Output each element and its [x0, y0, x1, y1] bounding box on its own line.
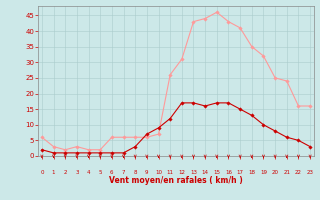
X-axis label: Vent moyen/en rafales ( km/h ): Vent moyen/en rafales ( km/h ) — [109, 176, 243, 185]
